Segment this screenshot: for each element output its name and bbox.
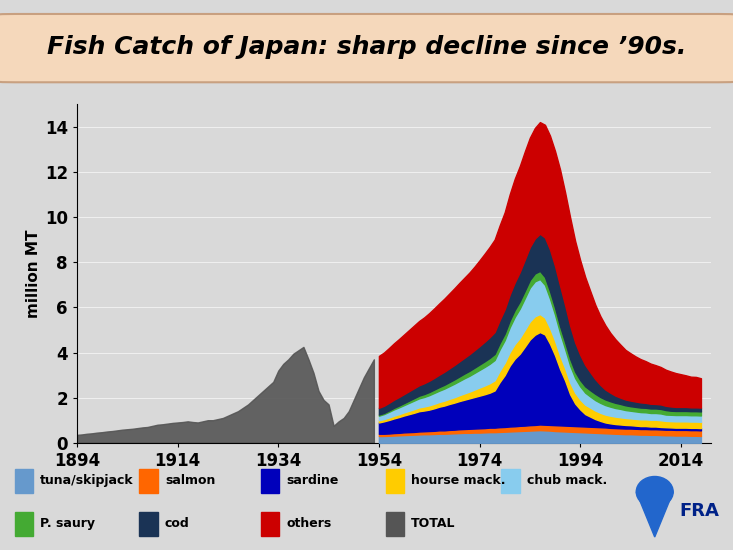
Bar (386, 512, 404, 536)
Text: hourse mack.: hourse mack. (411, 475, 506, 487)
Text: FRA: FRA (679, 503, 719, 520)
Text: P. saury: P. saury (40, 517, 95, 530)
Bar (501, 470, 520, 493)
Text: tuna/skipjack: tuna/skipjack (40, 475, 134, 487)
Text: TOTAL: TOTAL (411, 517, 456, 530)
Bar (261, 512, 279, 536)
Text: chub mack.: chub mack. (527, 475, 607, 487)
Bar (15, 470, 33, 493)
Text: others: others (287, 517, 332, 530)
FancyBboxPatch shape (0, 14, 733, 82)
Text: Fish Catch of Japan: sharp decline since ’90s.: Fish Catch of Japan: sharp decline since… (47, 35, 686, 59)
Text: salmon: salmon (165, 475, 216, 487)
Bar (139, 512, 158, 536)
Y-axis label: million MT: million MT (26, 229, 40, 318)
Bar (261, 470, 279, 493)
Circle shape (636, 476, 673, 507)
Text: cod: cod (165, 517, 190, 530)
Bar (15, 512, 33, 536)
Text: sardine: sardine (287, 475, 339, 487)
Polygon shape (636, 492, 673, 537)
Bar (139, 470, 158, 493)
Bar (386, 470, 404, 493)
